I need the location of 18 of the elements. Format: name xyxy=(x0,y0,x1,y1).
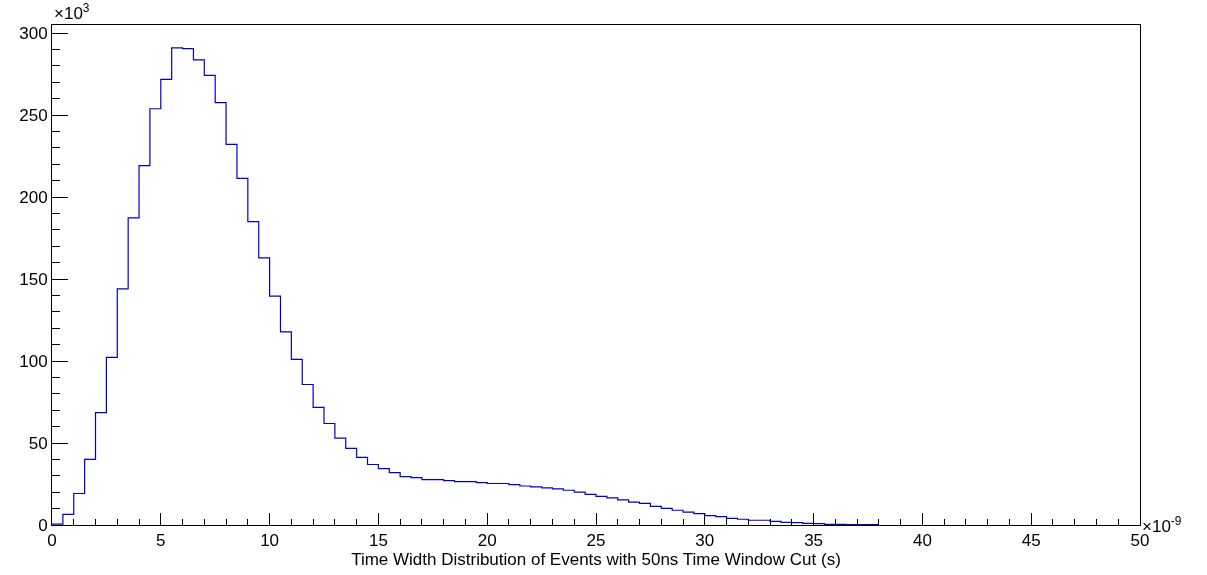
x-tick-label: 35 xyxy=(804,531,824,551)
x-tick-label: 10 xyxy=(260,531,280,551)
x-tick-label: 40 xyxy=(912,531,932,551)
x-tick-label: 45 xyxy=(1021,531,1041,551)
y-tick-label: 300 xyxy=(19,24,48,44)
y-tick-label: 150 xyxy=(19,270,48,290)
x-axis-title: Time Width Distribution of Events with 50ns Time Window Cut (s) xyxy=(351,550,841,570)
x-tick-label: 25 xyxy=(586,531,606,551)
text: ×10$^{3}$ xyxy=(54,1,90,24)
x-tick-label: 30 xyxy=(695,531,715,551)
y-tick-label: 100 xyxy=(19,352,48,372)
x-tick-label: 15 xyxy=(368,531,388,551)
y-tick-label: 200 xyxy=(19,188,48,208)
y-tick-label: 0 xyxy=(38,515,48,535)
x-tick-label: 20 xyxy=(477,531,497,551)
y-tick-label: 50 xyxy=(28,433,48,453)
y-tick-label: 250 xyxy=(19,106,48,126)
x-tick-label: 5 xyxy=(156,531,166,551)
